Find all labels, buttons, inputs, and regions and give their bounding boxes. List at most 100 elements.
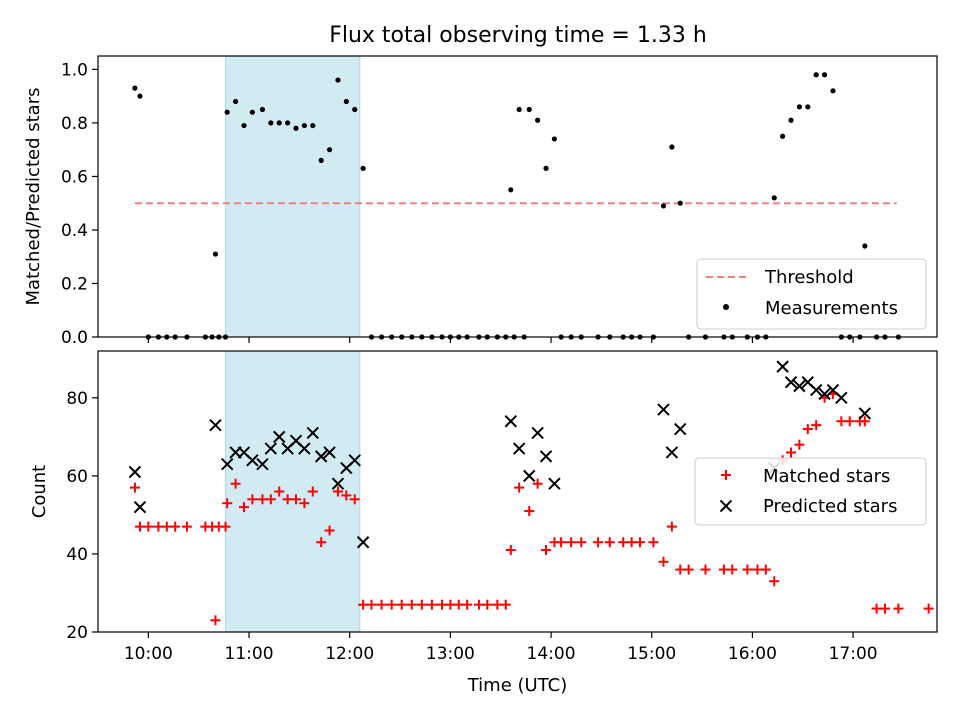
matched-star-point	[683, 564, 694, 575]
matched-star-point	[727, 564, 738, 575]
x-stroke	[289, 434, 303, 447]
matched-star-point	[366, 599, 377, 610]
x-stroke	[256, 457, 269, 471]
measurement-point	[805, 104, 811, 110]
x-stroke	[512, 442, 526, 455]
matched-star-point	[220, 521, 231, 532]
x-stroke	[548, 477, 561, 490]
measurement-point	[318, 157, 324, 163]
matched-star-point	[473, 599, 484, 610]
y-tick-label: 60	[66, 467, 88, 487]
bottom-legend: Matched stars Predicted stars	[694, 457, 927, 526]
x-stroke	[128, 465, 142, 479]
x-stroke	[818, 387, 831, 401]
matched-star-point	[566, 537, 577, 548]
x-stroke	[348, 454, 361, 467]
predicted-star-point	[220, 457, 234, 471]
matched-star-point	[299, 498, 310, 509]
matched-star-point	[341, 490, 352, 501]
x-stroke	[264, 442, 278, 455]
x-stroke	[719, 499, 733, 513]
matched-star-point	[760, 564, 771, 575]
matched-star-point	[396, 599, 407, 610]
matched-star-point	[576, 537, 587, 548]
measurement-point	[830, 88, 836, 94]
matched-star-point	[332, 486, 343, 497]
top-y-axis-label: Matched/Predicted stars	[23, 88, 44, 306]
matched-star-point	[416, 599, 427, 610]
predicted-star-point	[539, 450, 553, 463]
matched-star-point	[893, 603, 904, 614]
matched-stars-points	[129, 388, 934, 626]
matched-star-point	[170, 521, 181, 532]
y-tick-label: 0.8	[61, 114, 88, 134]
measurement-point	[241, 122, 247, 129]
x-stroke	[133, 500, 147, 514]
x-stroke	[776, 360, 789, 373]
measurements-legend-label: Measurements	[765, 298, 898, 319]
matched-star-point	[802, 424, 813, 435]
matched-star-point	[666, 521, 677, 532]
matched-star-point	[462, 599, 473, 610]
x-stroke	[220, 457, 234, 471]
matched-star-point	[769, 576, 780, 587]
x-stroke	[793, 379, 806, 393]
x-stroke	[237, 446, 251, 459]
measurement-point	[551, 136, 558, 142]
x-stroke	[784, 376, 798, 389]
predicted-star-point	[784, 376, 798, 389]
measurement-point	[526, 106, 532, 113]
x-stroke	[298, 442, 311, 455]
matched-star-point	[923, 603, 934, 614]
matched-star-point	[700, 564, 711, 575]
predicted-star-point	[657, 403, 670, 416]
matched-star-point	[129, 482, 140, 493]
measurement-point	[137, 93, 143, 99]
predicted-legend-marker	[719, 499, 733, 513]
measurement-point	[788, 117, 794, 123]
matched-star-point	[844, 416, 855, 427]
x-stroke	[858, 407, 872, 420]
top-x-axis-ticks	[147, 337, 854, 343]
predicted-star-point	[665, 446, 679, 459]
x-stroke	[657, 403, 670, 416]
predicted-star-point	[531, 426, 544, 440]
bottom-x-axis-ticks: 10:00 11:00 12:00 13:00 14:00 15:00 16:00 17:00	[124, 632, 878, 664]
measurement-point	[212, 251, 219, 257]
x-stroke	[531, 426, 544, 440]
matched-star-point	[153, 521, 164, 532]
x-stroke	[246, 454, 259, 467]
matched-star-point	[879, 603, 890, 614]
y-tick-label: 40	[66, 545, 88, 565]
x-stroke	[209, 418, 222, 432]
matched-star-point	[134, 521, 145, 532]
matched-star-point	[358, 599, 369, 610]
matched-star-point	[386, 599, 397, 610]
x-stroke	[323, 446, 336, 459]
x-tick-label: 11:00	[225, 644, 274, 664]
matched-star-point	[143, 521, 154, 532]
matched-star-point	[161, 521, 172, 532]
y-tick-label: 0.6	[61, 167, 88, 187]
matched-star-point	[524, 506, 535, 517]
matched-star-point	[500, 599, 511, 610]
matched-star-point	[626, 537, 637, 548]
matched-star-point	[836, 416, 847, 427]
matched-star-point	[505, 545, 516, 556]
measurement-point	[326, 147, 333, 153]
matched-star-point	[257, 494, 268, 505]
matched-legend-swatch	[721, 470, 731, 480]
matched-star-point	[307, 486, 318, 497]
x-stroke	[826, 383, 840, 397]
predicted-star-point	[264, 442, 278, 455]
measurement-point	[249, 109, 255, 115]
predicted-star-point	[809, 383, 823, 397]
matched-star-point	[238, 502, 249, 513]
predicted-star-point	[314, 450, 328, 463]
measurement-point	[813, 72, 819, 78]
top-y-axis-ticks: 0.0 0.2 0.4 0.6 0.8 1.0	[61, 60, 98, 348]
measurement-point	[268, 120, 274, 126]
x-stroke	[674, 422, 687, 436]
x-tick-label: 14:00	[527, 644, 576, 664]
